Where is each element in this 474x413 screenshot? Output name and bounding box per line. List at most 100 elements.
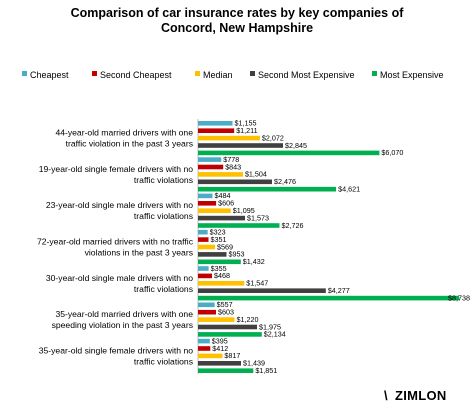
category-label-6-line-1: 35-year-old married drivers with one	[55, 309, 193, 319]
value-label-second-cheapest-6: $603	[218, 308, 234, 317]
value-label-most-expensive-1: $6,070	[381, 148, 403, 157]
bar-second-cheapest-4	[198, 237, 209, 242]
bar-most-expensive-1	[198, 150, 380, 156]
value-label-cheapest-2: $778	[223, 155, 239, 164]
bar-median-2	[198, 172, 243, 177]
logo-slash-mark: \	[384, 388, 388, 403]
value-label-most-expensive-6: $2,134	[264, 330, 286, 339]
value-label-median-4: $569	[217, 242, 233, 251]
legend: Cheapest Second Cheapest Median Second Most…	[22, 70, 444, 80]
legend-label-median: Median	[203, 70, 233, 80]
bar-cheapest-2	[198, 157, 222, 162]
legend-label-most-expensive: Most Expensive	[380, 70, 444, 80]
value-label-second-most-expensive-4: $953	[228, 250, 244, 259]
value-label-cheapest-1: $1,155	[235, 119, 257, 128]
legend-swatch-median	[195, 71, 200, 76]
bar-second-most-expensive-7	[198, 361, 242, 366]
bar-median-6	[198, 317, 235, 322]
bar-most-expensive-6	[198, 332, 262, 337]
value-label-most-expensive-5: $8,738	[448, 293, 470, 302]
bar-median-4	[198, 244, 216, 250]
bar-second-most-expensive-3	[198, 215, 246, 221]
bar-second-most-expensive-1	[198, 143, 284, 148]
category-label-2-line-1: 19-year-old single female drivers with n…	[39, 164, 194, 174]
legend-swatch-most-expensive	[372, 71, 377, 76]
legend-swatch-cheapest	[22, 71, 27, 76]
category-label-2-line-2: traffic violations	[134, 175, 193, 185]
category-label-3-line-1: 23-year-old single male drivers with no	[46, 200, 193, 210]
value-label-most-expensive-7: $1,851	[255, 366, 277, 375]
bar-second-cheapest-3	[198, 201, 217, 206]
category-label-4-line-2: violations in the past 3 years	[85, 248, 193, 258]
bar-second-most-expensive-2	[198, 179, 272, 185]
category-label-6-line-2: speeding violation in the past 3 years	[52, 320, 193, 330]
category-label-5-line-2: traffic violations	[134, 284, 193, 294]
value-label-most-expensive-3: $2,726	[281, 221, 303, 230]
value-label-second-most-expensive-1: $2,845	[285, 141, 307, 150]
bar-most-expensive-3	[198, 223, 280, 228]
value-label-second-cheapest-1: $1,211	[236, 126, 257, 135]
bar-second-cheapest-2	[198, 164, 224, 170]
value-label-median-7: $817	[224, 351, 240, 360]
bar-most-expensive-5	[198, 295, 460, 301]
bar-most-expensive-4	[198, 259, 241, 265]
value-label-median-6: $1,220	[236, 315, 258, 324]
value-label-cheapest-7: $395	[212, 336, 228, 345]
value-label-median-2: $1,504	[245, 170, 267, 179]
bar-cheapest-7	[198, 338, 210, 344]
value-label-cheapest-5: $355	[211, 264, 227, 273]
bar-cheapest-3	[198, 193, 213, 199]
bar-second-cheapest-6	[198, 309, 217, 315]
legend-swatch-second-most-expensive	[250, 71, 255, 76]
chart-title-line-1: Comparison of car insurance rates by key…	[71, 6, 405, 20]
data-labels: $1,155$1,211 $2,072$2,845 $6,070 $778$843 $1…	[210, 119, 470, 375]
value-label-cheapest-3: $484	[214, 191, 230, 200]
bar-most-expensive-2	[198, 186, 337, 192]
bar-most-expensive-7	[198, 368, 254, 373]
category-labels: 44-year-old married drivers with onetraf…	[37, 128, 194, 367]
value-label-second-most-expensive-6: $1,975	[259, 322, 281, 331]
bar-second-most-expensive-5	[198, 288, 326, 293]
bar-cheapest-5	[198, 266, 209, 271]
value-label-second-cheapest-5: $468	[214, 271, 230, 280]
category-label-4-line-1: 72-year-old married drivers with no traf…	[37, 237, 194, 247]
logo-text: ZIMLON	[395, 388, 447, 403]
value-label-cheapest-6: $557	[217, 300, 233, 309]
value-label-most-expensive-2: $4,621	[338, 185, 360, 194]
category-label-7-line-2: traffic violations	[134, 356, 193, 366]
value-label-second-most-expensive-5: $4,277	[328, 286, 350, 295]
zimlon-logo: \ ZIMLON	[384, 388, 447, 403]
value-label-median-1: $2,072	[262, 133, 284, 142]
value-label-second-most-expensive-3: $1,573	[247, 213, 269, 222]
value-label-median-3: $1,095	[233, 206, 255, 215]
chart-title: Comparison of car insurance rates by key…	[71, 6, 405, 35]
legend-swatch-second-cheapest	[92, 71, 97, 76]
bar-median-1	[198, 135, 260, 141]
legend-label-second-cheapest: Second Cheapest	[100, 70, 172, 80]
category-label-3-line-2: traffic violations	[134, 211, 193, 221]
bar-cheapest-6	[198, 302, 215, 308]
legend-label-cheapest: Cheapest	[30, 70, 69, 80]
value-label-second-cheapest-4: $351	[210, 235, 226, 244]
value-label-most-expensive-4: $1,432	[243, 257, 265, 266]
bar-median-7	[198, 353, 223, 359]
legend-label-second-most-expensive: Second Most Expensive	[258, 70, 355, 80]
bar-second-cheapest-5	[198, 273, 212, 279]
category-label-1-line-2: traffic violation in the past 3 years	[66, 139, 193, 149]
chart-title-line-2: Concord, New Hampshire	[161, 21, 313, 35]
value-label-second-cheapest-2: $843	[225, 162, 241, 171]
bar-second-most-expensive-6	[198, 324, 258, 330]
value-label-second-most-expensive-7: $1,439	[243, 359, 265, 368]
bars	[198, 121, 460, 373]
value-label-median-5: $1,547	[246, 279, 268, 288]
bar-cheapest-1	[198, 121, 233, 126]
category-label-7-line-1: 35-year-old single female drivers with n…	[39, 345, 194, 355]
bar-second-most-expensive-4	[198, 252, 227, 257]
bar-median-3	[198, 208, 231, 213]
value-label-cheapest-4: $323	[210, 228, 226, 237]
value-label-second-cheapest-3: $606	[218, 199, 234, 208]
bar-second-cheapest-7	[198, 346, 211, 351]
category-label-1-line-1: 44-year-old married drivers with one	[55, 128, 193, 138]
bar-median-5	[198, 281, 245, 286]
